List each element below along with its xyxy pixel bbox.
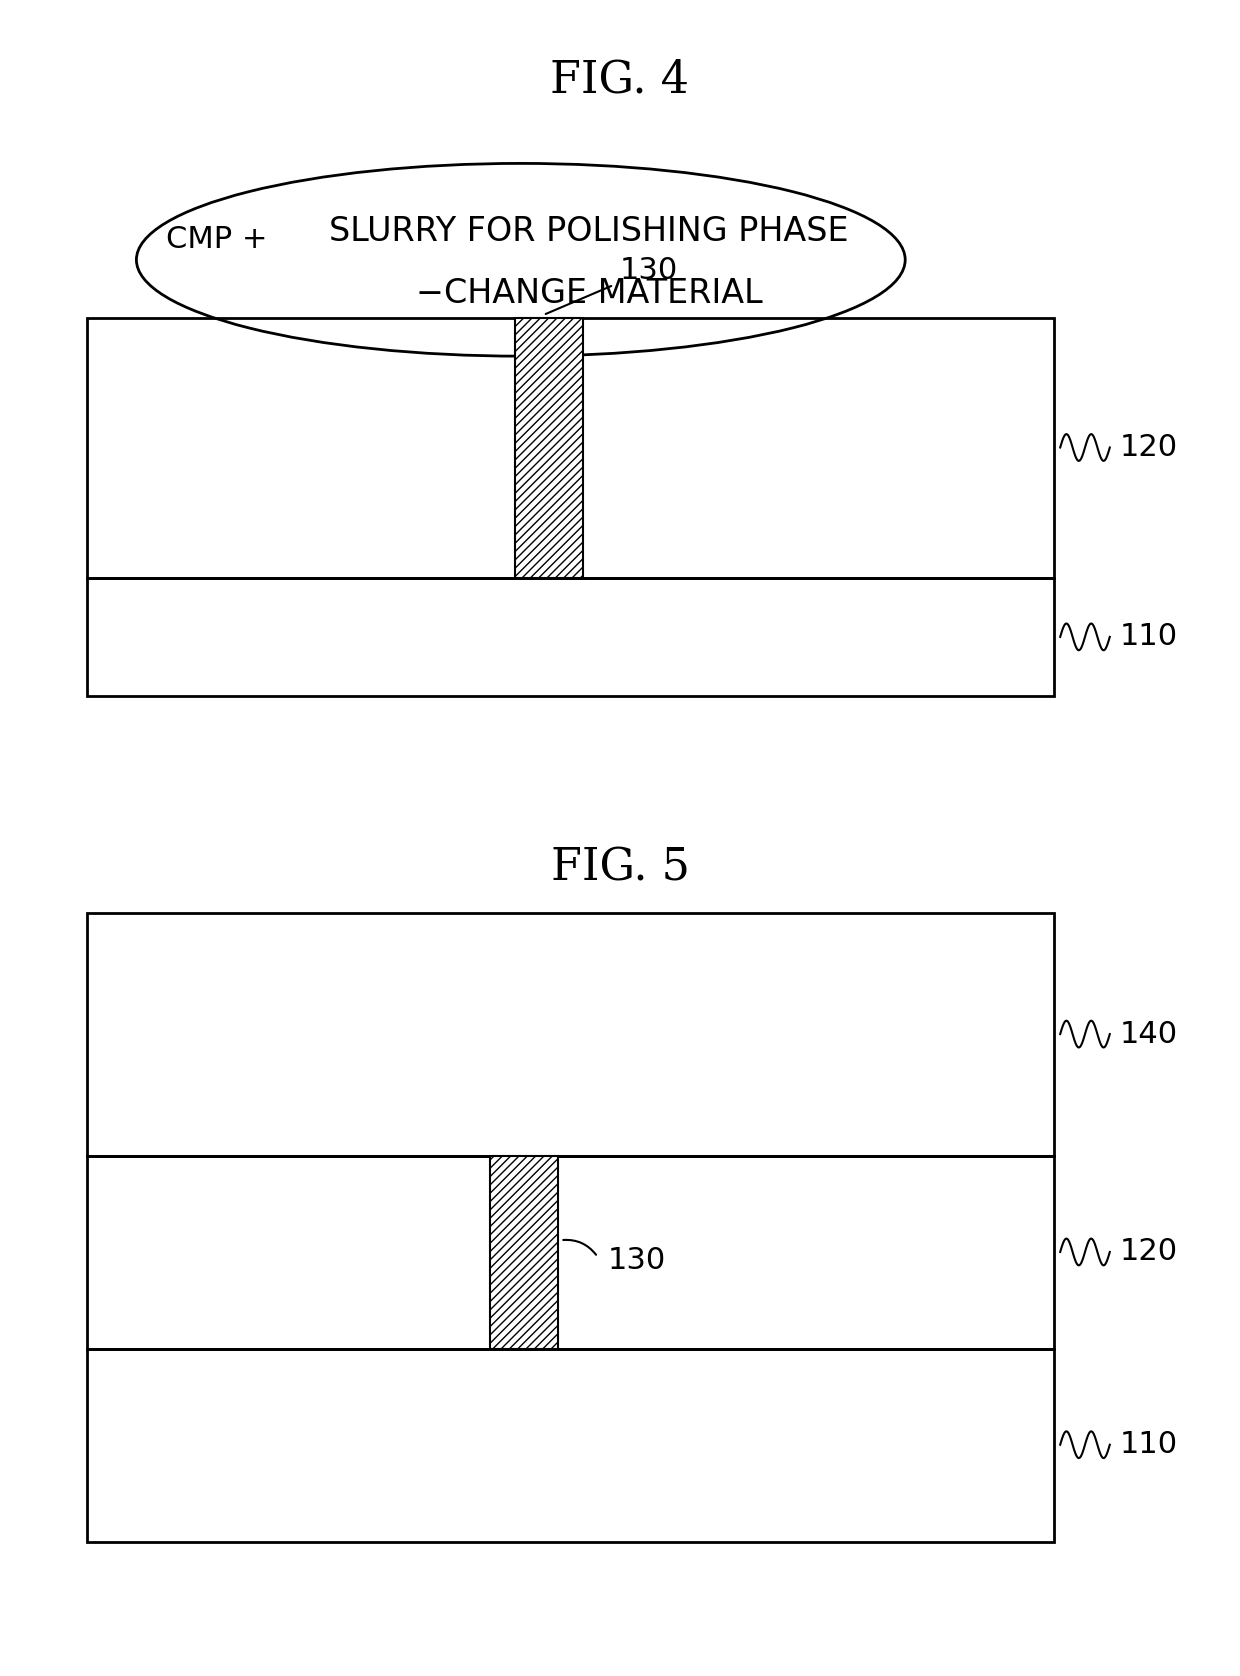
Bar: [87, 318, 1054, 578]
Bar: [515, 318, 583, 578]
Bar: [490, 1156, 558, 1349]
Text: 120: 120: [1120, 432, 1178, 463]
Text: 140: 140: [1120, 1019, 1178, 1049]
Text: 130: 130: [608, 1245, 666, 1275]
Text: 110: 110: [1120, 1430, 1178, 1460]
Bar: [87, 578, 1054, 696]
Text: SLURRY FOR POLISHING PHASE: SLURRY FOR POLISHING PHASE: [329, 215, 849, 248]
Text: 130: 130: [620, 256, 678, 285]
Text: FIG. 4: FIG. 4: [551, 59, 689, 102]
Bar: [87, 1349, 1054, 1542]
Text: 110: 110: [1120, 622, 1178, 652]
Bar: [87, 1156, 1054, 1349]
Text: FIG. 5: FIG. 5: [551, 846, 689, 890]
Bar: [87, 913, 1054, 1156]
Text: CMP +: CMP +: [166, 225, 268, 255]
Text: 120: 120: [1120, 1237, 1178, 1267]
Text: −CHANGE MATERIAL: −CHANGE MATERIAL: [415, 277, 763, 310]
